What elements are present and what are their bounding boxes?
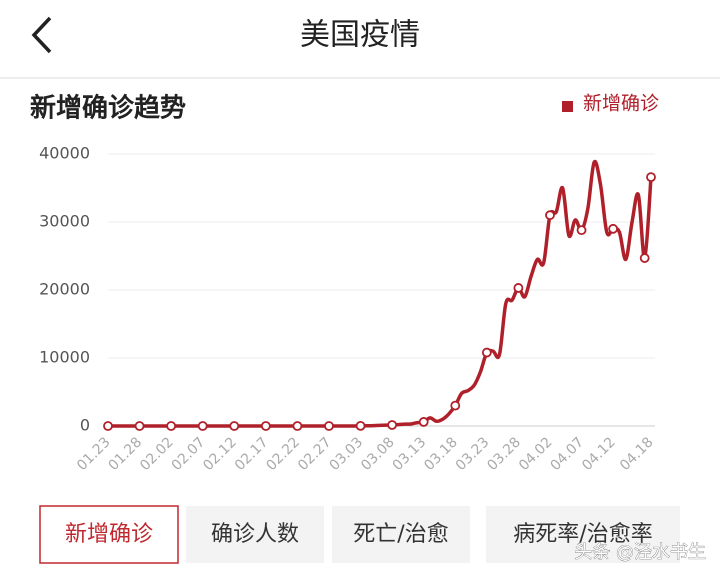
point-marker bbox=[166, 421, 177, 431]
point-marker bbox=[355, 420, 366, 431]
point-marker bbox=[197, 421, 208, 431]
point-marker bbox=[229, 421, 240, 431]
point-marker bbox=[513, 283, 524, 293]
y-tick-label: 10000 bbox=[39, 348, 90, 367]
y-tick-label: 20000 bbox=[39, 280, 90, 299]
page-title: 美国疫情 bbox=[300, 18, 420, 53]
y-tick-label: 0 bbox=[80, 416, 90, 435]
point-marker bbox=[576, 225, 587, 236]
tab[interactable] bbox=[39, 505, 179, 564]
point-marker bbox=[292, 421, 303, 431]
point-marker bbox=[260, 421, 271, 431]
point-marker bbox=[481, 347, 492, 358]
y-tick-label: 30000 bbox=[39, 212, 90, 231]
point-marker bbox=[545, 210, 555, 221]
tab-label[interactable]: 死亡/治愈 bbox=[353, 522, 448, 547]
point-marker bbox=[608, 223, 619, 234]
back-button[interactable] bbox=[31, 16, 52, 54]
tab-bar: 新增确诊 确诊人数 死亡/治愈 病死率/治愈率 bbox=[39, 505, 680, 564]
point-marker bbox=[103, 421, 113, 431]
point-marker bbox=[134, 421, 145, 431]
point-marker bbox=[646, 172, 656, 183]
point-marker bbox=[639, 253, 650, 263]
legend-swatch bbox=[562, 101, 573, 112]
chart-title: 新增确诊趋势 bbox=[30, 93, 186, 124]
tab[interactable] bbox=[486, 506, 680, 563]
tab[interactable] bbox=[332, 506, 470, 563]
y-tick-label: 40000 bbox=[39, 144, 90, 163]
point-marker bbox=[387, 420, 398, 430]
tab[interactable] bbox=[186, 506, 324, 563]
point-marker bbox=[418, 417, 429, 427]
point-marker bbox=[324, 421, 334, 431]
legend-label: 新增确诊 bbox=[583, 93, 659, 115]
point-marker bbox=[450, 400, 461, 411]
tab-label[interactable]: 确诊人数 bbox=[211, 522, 299, 547]
tab-label[interactable]: 病死率/治愈率 bbox=[513, 522, 652, 547]
watermark: 头条 @泾水书生 bbox=[574, 542, 706, 563]
tab-label[interactable]: 新增确诊 bbox=[65, 522, 153, 547]
